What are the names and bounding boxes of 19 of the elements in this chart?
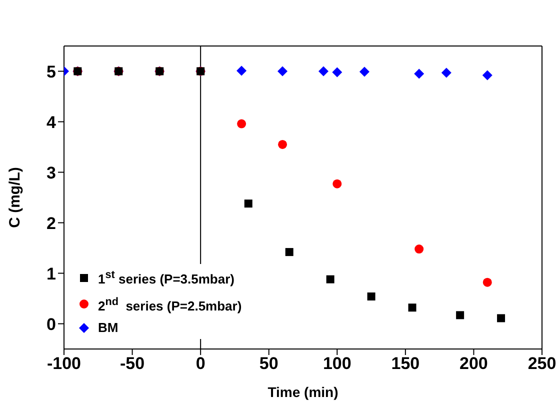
legend-label: BM [98,319,118,337]
x-tick-label: 100 [322,354,352,374]
x-tick-label: -50 [120,354,145,374]
y-tick-label: 2 [46,214,56,233]
x-axis-title: Time (min) [268,384,338,400]
x-tick-label: -100 [46,354,82,374]
x-tick-label: 0 [196,354,206,374]
x-tick-label: 250 [528,354,556,374]
x-tick-label: 50 [259,354,278,374]
y-axis-title: C (mg/L) [6,167,24,228]
y-tick-label: 3 [46,163,56,182]
y-tick-label: 4 [46,112,57,132]
y-tick-label: 1 [46,264,56,284]
y-tick-label: 0 [46,314,56,334]
y-tick-label: 5 [46,62,56,82]
x-tick-label: 200 [460,354,488,374]
legend-label: 2$^{nd}$ series (P=2.5mbar) [98,294,242,316]
x-tick-label: 150 [391,354,420,374]
legend-label: 1$^{st}$ series (P=3.5mbar) [98,268,234,289]
